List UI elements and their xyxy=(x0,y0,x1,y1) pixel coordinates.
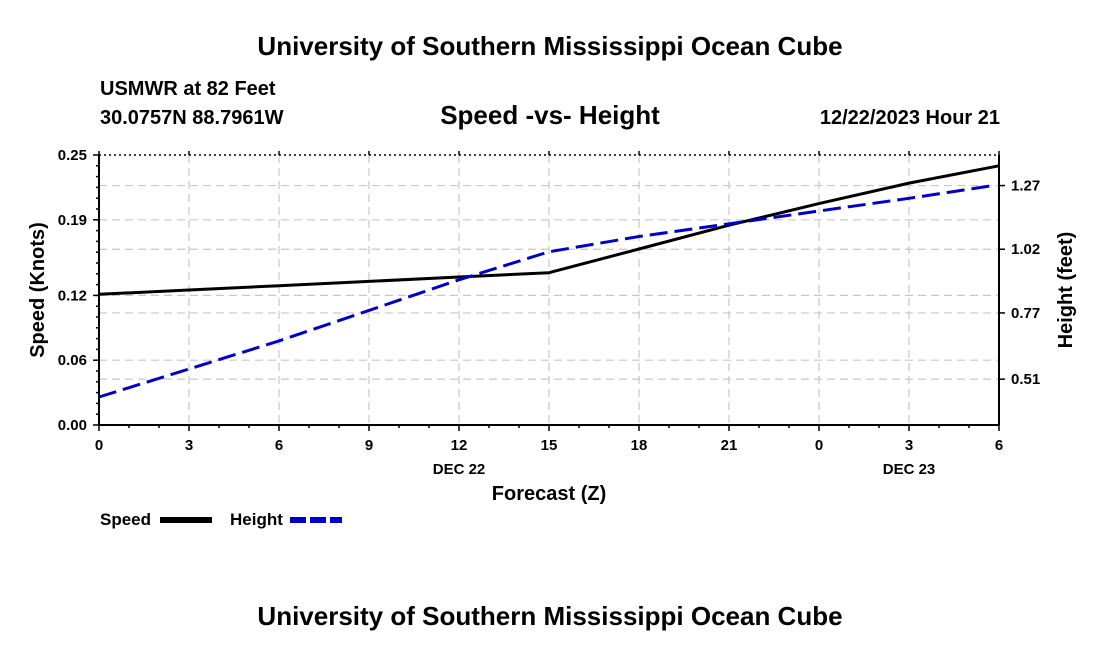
legend: Speed Height xyxy=(100,510,342,529)
y-left-tick-label: 0.19 xyxy=(58,212,87,229)
y-right-tick-label: 0.77 xyxy=(1011,305,1040,322)
x-tick-label: 21 xyxy=(721,437,738,454)
x-tick-label: 0 xyxy=(95,437,103,454)
x-tick-label: 15 xyxy=(541,437,558,454)
series-line-height xyxy=(98,184,994,399)
x-tick-label: 9 xyxy=(365,437,373,454)
title-bottom: University of Southern Mississippi Ocean… xyxy=(257,601,842,631)
x-tick-label: 18 xyxy=(631,437,648,454)
title-top: University of Southern Mississippi Ocean… xyxy=(257,31,842,61)
date-label: DEC 23 xyxy=(883,461,936,478)
x-tick-label: 6 xyxy=(995,437,1003,454)
axis-ticks: 0 3 6 9 12 15 18 21 0 3 6 DEC 22 DEC 23 0.00 0.06 0.12 0… xyxy=(58,147,1040,478)
legend-label-speed: Speed xyxy=(100,510,151,529)
x-axis-label: Forecast (Z) xyxy=(492,483,606,505)
y-axis-right-label: Height (feet) xyxy=(1055,232,1077,349)
x-tick-label: 3 xyxy=(905,437,913,454)
x-tick-label: 0 xyxy=(815,437,823,454)
x-tick-label: 3 xyxy=(185,437,193,454)
x-tick-label: 6 xyxy=(275,437,283,454)
timestamp-label: 12/22/2023 Hour 21 xyxy=(820,107,1000,129)
y-left-tick-label: 0.12 xyxy=(58,287,87,304)
y-left-tick-label: 0.25 xyxy=(58,147,87,164)
y-right-tick-label: 1.02 xyxy=(1011,241,1040,258)
location-label: 30.0757N 88.7961W xyxy=(100,107,284,129)
station-label: USMWR at 82 Feet xyxy=(100,78,276,100)
y-left-tick-label: 0.00 xyxy=(58,417,87,434)
grid xyxy=(99,155,999,425)
y-right-tick-label: 0.51 xyxy=(1011,371,1040,388)
series-lines xyxy=(98,164,1000,399)
y-axis-left-label: Speed (Knots) xyxy=(27,222,49,358)
chart-title: Speed -vs- Height xyxy=(440,100,660,130)
date-label: DEC 22 xyxy=(433,461,486,478)
y-right-tick-label: 1.27 xyxy=(1011,178,1040,195)
x-tick-label: 12 xyxy=(451,437,468,454)
series-line-speed xyxy=(98,164,1000,296)
legend-label-height: Height xyxy=(230,510,283,529)
y-left-tick-label: 0.06 xyxy=(58,352,87,369)
